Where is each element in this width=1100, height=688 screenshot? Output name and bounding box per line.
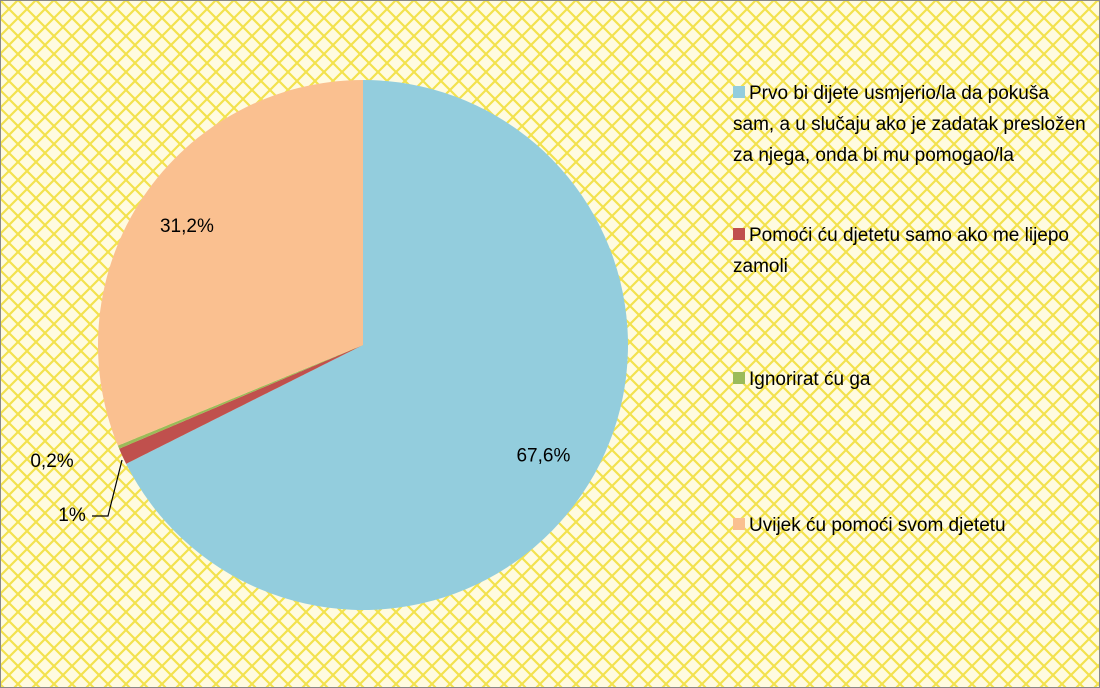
legend-swatch bbox=[733, 372, 745, 384]
data-label: 1% bbox=[58, 505, 86, 526]
leader-line bbox=[92, 459, 123, 517]
pie-slice bbox=[119, 345, 364, 464]
legend-swatch bbox=[733, 518, 745, 530]
legend-label: Ignorirat ću ga bbox=[749, 369, 871, 390]
legend-swatch bbox=[733, 86, 745, 98]
pie-slice bbox=[117, 345, 363, 449]
legend-label: Prvo bi dijete usmjerio/la da pokuša sam… bbox=[733, 83, 1086, 166]
data-label: 31,2% bbox=[160, 216, 214, 237]
data-label: 67,6% bbox=[516, 445, 570, 466]
data-label: 0,2% bbox=[30, 451, 73, 472]
pie-slice bbox=[126, 80, 628, 611]
legend-item: Prvo bi dijete usmjerio/la da pokuša sam… bbox=[733, 78, 1088, 171]
legend-label: Pomoći ću djetetu samo ako me lijepo zam… bbox=[733, 225, 1069, 277]
legend-label: Uvijek ću pomoći svom djetetu bbox=[749, 515, 1006, 536]
pie-slice bbox=[97, 80, 363, 446]
legend-swatch bbox=[733, 228, 745, 240]
legend-item: Uvijek ću pomoći svom djetetu bbox=[733, 510, 1088, 541]
legend-item: Pomoći ću djetetu samo ako me lijepo zam… bbox=[733, 220, 1088, 282]
legend-item: Ignorirat ću ga bbox=[733, 364, 1088, 395]
